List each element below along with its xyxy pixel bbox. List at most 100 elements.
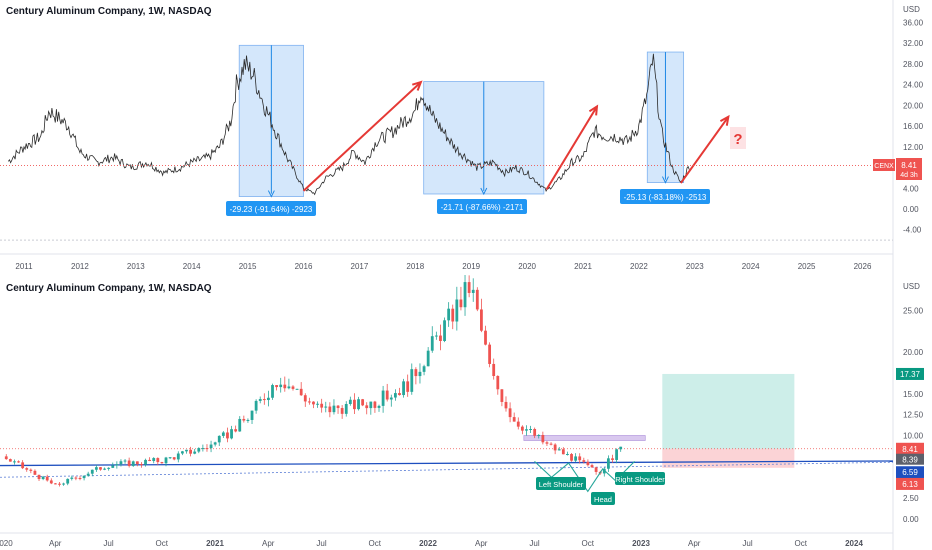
countdown-label: 4d 3h xyxy=(900,172,918,179)
candle-body xyxy=(8,459,12,462)
trend-arrow-line xyxy=(680,116,730,184)
price-series-line xyxy=(7,53,690,196)
candle-body xyxy=(307,401,311,403)
price-tick-label: 0.00 xyxy=(903,205,919,214)
price-tick-label: 4.00 xyxy=(903,184,919,193)
pattern-label-badge xyxy=(591,492,615,505)
year-tick-label: 2011 xyxy=(15,262,33,271)
year-tick-label: 2016 xyxy=(295,262,313,271)
question-mark-bg xyxy=(730,127,746,149)
candle-body xyxy=(189,449,192,454)
candle-body xyxy=(582,460,586,462)
trend-arrow-head xyxy=(588,104,599,116)
candle-body xyxy=(381,390,385,406)
candle-body xyxy=(197,448,201,452)
candle-body xyxy=(226,432,229,439)
candle-body xyxy=(410,369,414,392)
candle-body xyxy=(357,399,360,410)
measure-label-badge xyxy=(620,189,710,204)
candle-body xyxy=(4,456,8,460)
time-tick-label: 020 xyxy=(0,539,13,548)
time-tick-label: Oct xyxy=(369,539,382,548)
candle-body xyxy=(258,399,262,401)
candle-body xyxy=(254,400,258,411)
candle-body xyxy=(267,397,270,401)
candle-body xyxy=(320,403,324,408)
time-tick-label: Oct xyxy=(156,539,169,548)
candle-body xyxy=(201,448,205,450)
candle-body xyxy=(82,475,86,479)
price-tick-label: 20.00 xyxy=(903,101,924,110)
top-price-chart[interactable]: Century Aluminum Company, 1W, NASDAQ USD 3… xyxy=(0,0,932,275)
pattern-label: Left Shoulder xyxy=(539,480,584,489)
candle-body xyxy=(172,457,176,460)
candle-body xyxy=(33,470,37,475)
candle-body xyxy=(611,458,614,460)
candle-body xyxy=(140,464,143,466)
candle-body xyxy=(480,309,483,331)
price-tick-label: 0.00 xyxy=(903,515,919,524)
price-tick-label: -4.00 xyxy=(903,226,922,235)
price-axis-badge-label: 6.59 xyxy=(902,468,918,477)
candle-body xyxy=(316,403,319,405)
price-axis-badge xyxy=(896,477,924,490)
candle-body xyxy=(303,395,307,402)
candle-body xyxy=(115,464,119,466)
bottom-price-chart[interactable]: Century Aluminum Company, 1W, NASDAQ USD 2… xyxy=(0,275,932,550)
candle-body xyxy=(250,410,254,420)
candle-body xyxy=(287,386,291,389)
support-dotted-line xyxy=(0,461,894,478)
candle-body xyxy=(279,384,283,388)
price-tick-label: 20.00 xyxy=(903,348,924,357)
candle-body xyxy=(262,399,266,401)
candle-body xyxy=(467,282,471,293)
candle-body xyxy=(422,366,426,372)
candle-body xyxy=(447,308,451,321)
candle-body xyxy=(619,446,623,450)
candle-body xyxy=(94,467,98,470)
candle-body xyxy=(369,401,373,409)
ticker-badge-label: CENX xyxy=(874,163,894,170)
candle-body xyxy=(606,458,610,469)
candle-body xyxy=(13,461,16,463)
measure-arrow-head xyxy=(267,190,275,198)
candle-body xyxy=(25,468,29,470)
time-tick-label: Jul xyxy=(316,539,326,548)
price-tick-label: 28.00 xyxy=(903,60,924,69)
price-axis-badge xyxy=(896,453,924,465)
candle-body xyxy=(111,465,115,468)
candle-body xyxy=(160,462,164,464)
candle-body xyxy=(66,478,70,484)
measure-label: -29.23 (-91.64%) -2923 xyxy=(230,205,313,214)
candle-body xyxy=(353,399,356,410)
currency-label: USD xyxy=(903,282,920,291)
time-tick-label: Jul xyxy=(742,539,752,548)
candle-body xyxy=(324,406,328,408)
resistance-zone xyxy=(523,435,646,441)
question-mark: ? xyxy=(733,131,742,148)
profit-target-zone xyxy=(662,373,795,449)
candle-body xyxy=(533,428,537,436)
candle-body xyxy=(21,462,25,469)
price-tick-label: 36.00 xyxy=(903,19,924,28)
year-tick-label: 2012 xyxy=(71,262,89,271)
candle-body xyxy=(221,432,225,436)
price-tick-label: 25.00 xyxy=(903,306,924,315)
candle-body xyxy=(340,408,344,414)
candle-body xyxy=(377,405,381,408)
candle-body xyxy=(406,381,410,392)
time-tick-label: Apr xyxy=(688,539,701,548)
candle-body xyxy=(49,480,53,484)
measure-arrow-head xyxy=(662,176,669,184)
measure-label: -21.71 (-87.66%) -2171 xyxy=(441,203,524,212)
chart-title: Century Aluminum Company, 1W, NASDAQ xyxy=(6,283,212,294)
candle-body xyxy=(328,406,332,413)
candle-body xyxy=(217,435,221,443)
candle-body xyxy=(295,388,299,390)
candle-body xyxy=(430,336,434,351)
candle-body xyxy=(185,449,188,452)
pattern-label-badge xyxy=(536,477,586,490)
candle-body xyxy=(516,421,520,427)
candle-body xyxy=(131,461,135,466)
candle-body xyxy=(504,401,508,409)
